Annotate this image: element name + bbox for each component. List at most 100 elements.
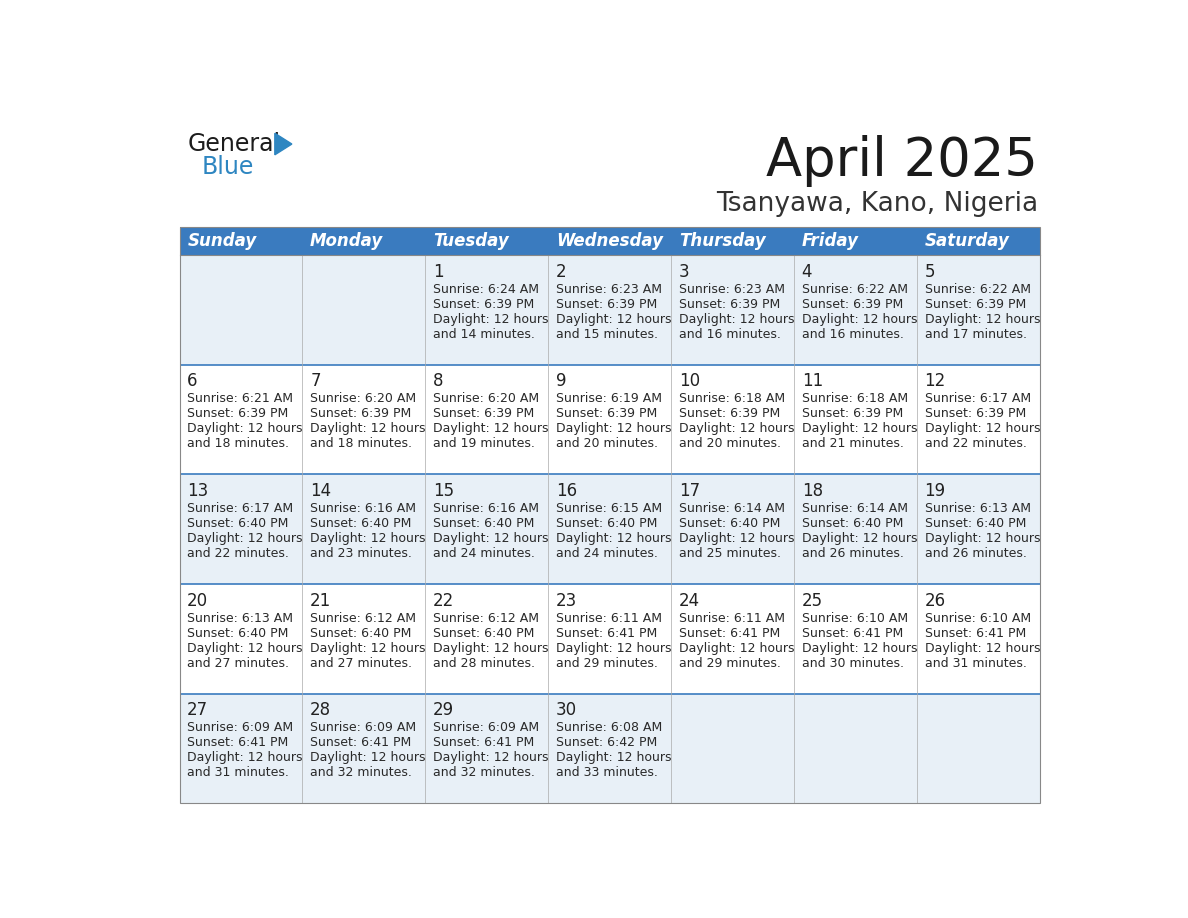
Text: 10: 10 [678,373,700,390]
Text: Daylight: 12 hours: Daylight: 12 hours [924,422,1041,435]
Text: Daylight: 12 hours: Daylight: 12 hours [310,422,425,435]
Text: 19: 19 [924,482,946,500]
Text: and 20 minutes.: and 20 minutes. [556,437,658,451]
Text: Sunday: Sunday [188,232,257,250]
Text: and 31 minutes.: and 31 minutes. [924,656,1026,669]
Bar [794,227,917,255]
Text: 24: 24 [678,591,700,610]
Text: Sunset: 6:41 PM: Sunset: 6:41 PM [188,736,289,749]
Text: Daylight: 12 hours: Daylight: 12 hours [556,751,671,765]
Text: General: General [188,131,280,156]
Bar [179,693,1040,803]
Text: Sunrise: 6:13 AM: Sunrise: 6:13 AM [188,611,293,624]
Bar [548,227,671,255]
Text: and 22 minutes.: and 22 minutes. [924,437,1026,451]
Text: Sunset: 6:39 PM: Sunset: 6:39 PM [434,408,535,420]
Text: 13: 13 [188,482,209,500]
Text: 22: 22 [434,591,454,610]
Text: 4: 4 [802,263,813,281]
Text: Sunset: 6:40 PM: Sunset: 6:40 PM [802,517,903,530]
Text: Sunset: 6:39 PM: Sunset: 6:39 PM [556,408,657,420]
Text: Sunrise: 6:24 AM: Sunrise: 6:24 AM [434,283,539,296]
Text: Daylight: 12 hours: Daylight: 12 hours [802,422,917,435]
Bar [179,364,1040,475]
Text: Sunrise: 6:12 AM: Sunrise: 6:12 AM [310,611,416,624]
Text: and 19 minutes.: and 19 minutes. [434,437,535,451]
Text: Sunset: 6:39 PM: Sunset: 6:39 PM [188,408,289,420]
Text: 20: 20 [188,591,208,610]
Polygon shape [274,133,292,155]
Text: 11: 11 [802,373,823,390]
Text: 7: 7 [310,373,321,390]
Text: and 30 minutes.: and 30 minutes. [802,656,904,669]
Text: Sunrise: 6:10 AM: Sunrise: 6:10 AM [802,611,908,624]
Bar [179,255,1040,364]
Text: Daylight: 12 hours: Daylight: 12 hours [678,642,795,655]
Text: and 16 minutes.: and 16 minutes. [802,328,904,341]
Text: Daylight: 12 hours: Daylight: 12 hours [188,642,303,655]
Text: 12: 12 [924,373,946,390]
Text: Sunset: 6:39 PM: Sunset: 6:39 PM [924,297,1026,310]
Text: 5: 5 [924,263,935,281]
Text: Sunset: 6:41 PM: Sunset: 6:41 PM [434,736,535,749]
Bar [671,227,794,255]
Text: Monday: Monday [310,232,384,250]
Text: Sunset: 6:40 PM: Sunset: 6:40 PM [434,517,535,530]
Text: Sunrise: 6:19 AM: Sunrise: 6:19 AM [556,392,662,405]
Text: Sunset: 6:41 PM: Sunset: 6:41 PM [924,627,1026,640]
Text: and 18 minutes.: and 18 minutes. [310,437,412,451]
Text: Daylight: 12 hours: Daylight: 12 hours [310,532,425,545]
Text: Saturday: Saturday [924,232,1010,250]
Text: and 22 minutes.: and 22 minutes. [188,547,289,560]
Text: 16: 16 [556,482,577,500]
Text: Thursday: Thursday [678,232,765,250]
Text: Sunrise: 6:10 AM: Sunrise: 6:10 AM [924,611,1031,624]
Text: Sunrise: 6:17 AM: Sunrise: 6:17 AM [924,392,1031,405]
Text: Daylight: 12 hours: Daylight: 12 hours [556,422,671,435]
Bar [179,227,303,255]
Bar [303,227,425,255]
Text: Daylight: 12 hours: Daylight: 12 hours [310,642,425,655]
Text: Sunset: 6:42 PM: Sunset: 6:42 PM [556,736,657,749]
Text: Sunrise: 6:18 AM: Sunrise: 6:18 AM [678,392,785,405]
Text: Tuesday: Tuesday [434,232,508,250]
Text: and 17 minutes.: and 17 minutes. [924,328,1026,341]
Text: and 24 minutes.: and 24 minutes. [434,547,535,560]
Text: Wednesday: Wednesday [556,232,663,250]
Text: 2: 2 [556,263,567,281]
Text: and 21 minutes.: and 21 minutes. [802,437,904,451]
Text: Sunrise: 6:23 AM: Sunrise: 6:23 AM [556,283,662,296]
Text: and 26 minutes.: and 26 minutes. [802,547,904,560]
Text: and 28 minutes.: and 28 minutes. [434,656,535,669]
Text: 25: 25 [802,591,823,610]
Text: Sunrise: 6:16 AM: Sunrise: 6:16 AM [310,502,416,515]
Text: Sunrise: 6:15 AM: Sunrise: 6:15 AM [556,502,662,515]
Bar [179,584,1040,693]
Text: Sunset: 6:40 PM: Sunset: 6:40 PM [556,517,657,530]
Text: 18: 18 [802,482,823,500]
Text: and 25 minutes.: and 25 minutes. [678,547,781,560]
Text: 27: 27 [188,701,208,719]
Text: and 27 minutes.: and 27 minutes. [188,656,289,669]
Text: Daylight: 12 hours: Daylight: 12 hours [310,751,425,765]
Text: and 15 minutes.: and 15 minutes. [556,328,658,341]
Text: Blue: Blue [201,155,253,179]
Text: Sunrise: 6:13 AM: Sunrise: 6:13 AM [924,502,1031,515]
Text: 17: 17 [678,482,700,500]
Text: 29: 29 [434,701,454,719]
Text: Daylight: 12 hours: Daylight: 12 hours [188,422,303,435]
Text: Sunrise: 6:23 AM: Sunrise: 6:23 AM [678,283,785,296]
Text: 8: 8 [434,373,443,390]
Text: Daylight: 12 hours: Daylight: 12 hours [434,751,549,765]
Text: Sunrise: 6:09 AM: Sunrise: 6:09 AM [310,722,416,734]
Text: Sunset: 6:39 PM: Sunset: 6:39 PM [802,408,903,420]
Text: Daylight: 12 hours: Daylight: 12 hours [678,422,795,435]
Text: Daylight: 12 hours: Daylight: 12 hours [924,642,1041,655]
Text: Daylight: 12 hours: Daylight: 12 hours [924,532,1041,545]
Text: Sunset: 6:39 PM: Sunset: 6:39 PM [310,408,411,420]
Text: 30: 30 [556,701,577,719]
Text: 6: 6 [188,373,197,390]
Text: Sunset: 6:40 PM: Sunset: 6:40 PM [678,517,781,530]
Text: and 14 minutes.: and 14 minutes. [434,328,535,341]
Text: Sunrise: 6:14 AM: Sunrise: 6:14 AM [678,502,785,515]
